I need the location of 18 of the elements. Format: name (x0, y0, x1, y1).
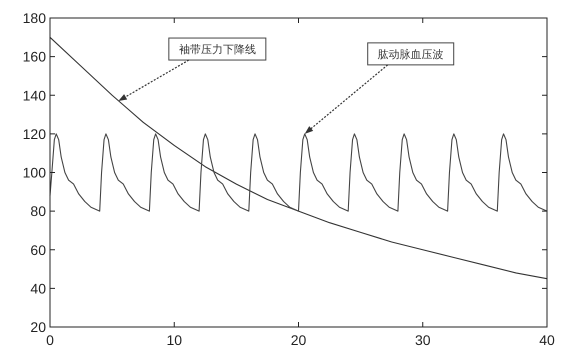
annotation: 袖带压力下降线 (178, 43, 256, 56)
y-tick-label: 40 (30, 280, 46, 296)
x-tick-label: 0 (46, 332, 54, 348)
y-tick-label: 120 (22, 126, 46, 142)
y-tick-label: 60 (30, 242, 46, 258)
y-tick-label: 80 (30, 203, 46, 220)
y-tick-label: 140 (22, 87, 46, 104)
y-tick-label: 20 (30, 319, 46, 335)
x-tick-label: 20 (290, 332, 306, 348)
annotation: 肱动脉血压波 (378, 48, 444, 61)
annotation: 袖带压力下降线 (168, 38, 266, 61)
annotation: 肱动脉血压波 (367, 42, 454, 66)
y-tick-label: 160 (22, 48, 46, 65)
x-tick-label: 10 (166, 332, 182, 348)
x-tick-label: 30 (414, 332, 431, 348)
x-tick-label: 40 (539, 332, 555, 348)
y-tick-label: 180 (22, 10, 46, 26)
y-tick-label: 100 (22, 164, 46, 180)
